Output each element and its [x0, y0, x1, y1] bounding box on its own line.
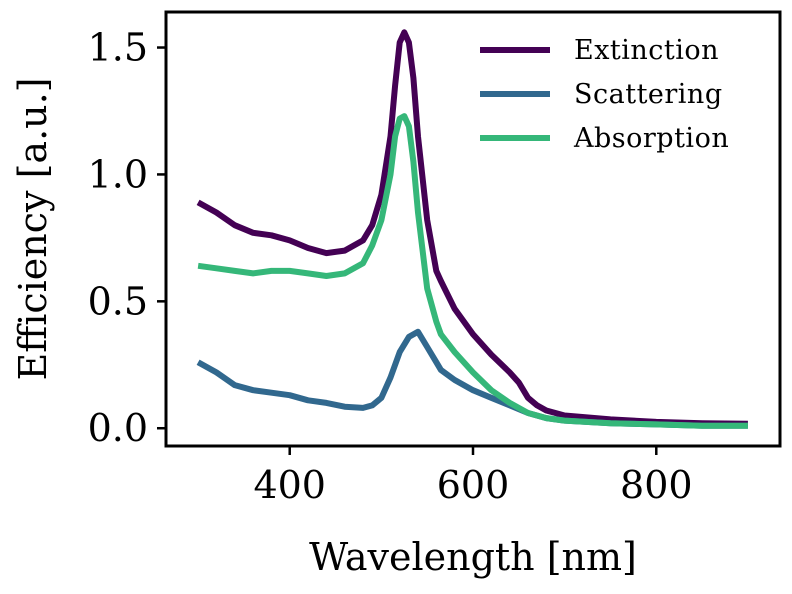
legend-item-extinction: Extinction	[480, 35, 719, 66]
series-line-scattering	[196, 328, 748, 429]
legend-item-absorption: Absorption	[480, 123, 729, 154]
legend: Extinction Scattering Absorption	[480, 35, 729, 154]
ticks-layer: 400 600 800 0.0 0.5 1.0 1.5	[88, 26, 693, 507]
series-layer	[196, 29, 748, 429]
x-tick-label: 800	[620, 463, 693, 507]
y-tick-label: 0.0	[88, 406, 148, 450]
legend-item-scattering: Scattering	[480, 79, 723, 110]
legend-label: Absorption	[573, 123, 729, 154]
y-tick-label: 1.0	[88, 152, 148, 196]
series-line-absorption	[197, 113, 748, 429]
y-axis-label: Efficiency [a.u.]	[11, 77, 55, 380]
y-tick-label: 0.5	[88, 279, 148, 323]
series-line-extinction	[196, 29, 748, 427]
plot-frame	[164, 10, 782, 448]
legend-label: Extinction	[574, 35, 719, 66]
x-axis-label: Wavelength [nm]	[309, 535, 637, 579]
legend-label: Scattering	[574, 79, 723, 110]
y-tick-label: 1.5	[88, 26, 148, 70]
x-tick-label: 400	[253, 463, 326, 507]
x-tick-label: 600	[437, 463, 510, 507]
